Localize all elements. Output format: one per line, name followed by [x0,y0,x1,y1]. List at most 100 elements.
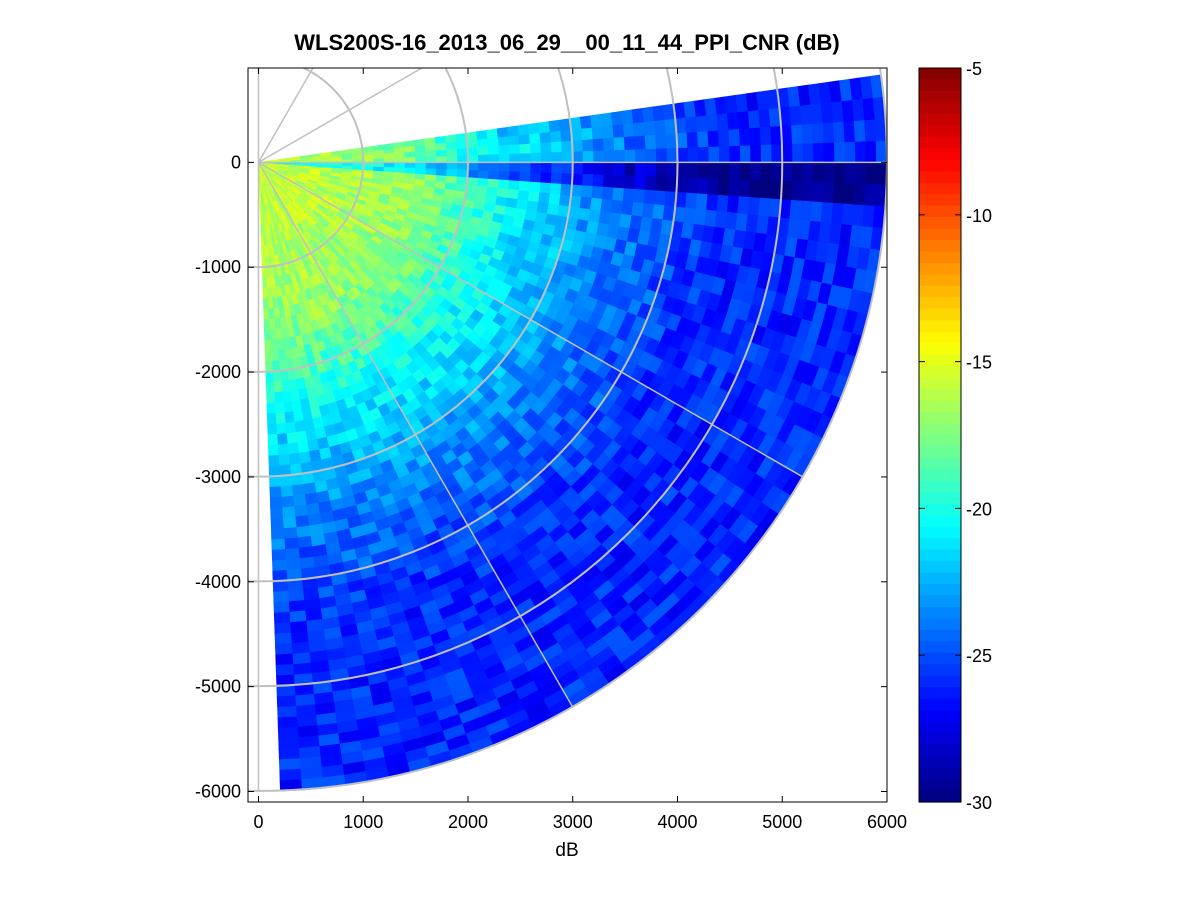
data-cell [844,162,856,184]
data-cell [519,152,532,163]
data-cell [686,131,699,148]
data-cell [276,685,297,698]
data-cell [270,507,284,520]
data-cell [496,126,509,138]
data-cell [823,162,835,183]
colorbar-band [919,526,961,539]
data-cell [393,166,406,173]
colorbar-band [919,400,961,413]
data-cell [425,167,437,176]
data-cell [263,329,272,341]
data-cell [572,150,584,163]
data-cell [683,206,697,225]
colorbar-band [919,561,961,574]
data-cell [277,705,298,719]
polar-grid [248,68,887,792]
data-cell [717,178,730,196]
data-cell [572,162,584,175]
colorbar-band [919,779,961,792]
data-cell [352,165,364,171]
data-cell [507,188,520,200]
data-cell [716,194,730,213]
data-cell [644,134,657,150]
x-tick-label: 3000 [553,812,593,832]
colorbar-band [919,297,961,310]
data-cell [581,184,594,198]
data-cell [269,475,282,488]
data-cell [833,162,846,184]
data-cell [477,153,490,163]
data-cell [283,527,299,540]
data-cell [747,196,761,216]
data-cell [831,100,845,123]
x-tick-label: 4000 [657,812,697,832]
data-cell [687,162,699,179]
data-cell [716,112,730,131]
x-axis: 0 1000 2000 3000 4000 5000 6000 [253,68,907,832]
data-cell [498,153,511,163]
data-cell [291,641,311,655]
data-cell [875,140,887,163]
data-cell [739,144,752,163]
data-cell [582,162,595,175]
data-cell [507,125,520,137]
colorbar-band [919,240,961,253]
data-cell [760,162,773,181]
data-cell [550,172,563,184]
data-cell [527,190,541,203]
data-cell [758,108,771,128]
data-cell [561,162,574,174]
data-cell [291,631,310,644]
data-cell [801,181,814,202]
data-cell [415,156,427,163]
data-cell [435,174,447,183]
data-cell [435,168,448,176]
data-cell [445,175,458,184]
data-cells [258,74,887,792]
data-cell [288,452,302,466]
colorbar-band [919,652,961,665]
data-cell [540,151,553,163]
colorbar-band [919,469,961,482]
data-cell [498,144,511,155]
data-cell [414,172,427,181]
data-cell [771,143,783,163]
data-cell [676,176,689,193]
data-cell [279,768,302,782]
data-cell [747,109,761,129]
data-cell [613,174,626,189]
data-cell [351,147,364,153]
data-cell [456,168,469,178]
data-cell [526,199,539,212]
data-cell [603,162,615,176]
data-cell [294,504,309,518]
data-cell [528,181,541,193]
colorbar-tick-label: -15 [966,353,992,373]
colorbar-band [919,125,961,138]
data-cell [854,140,867,163]
data-cell [728,128,741,147]
data-cell [475,185,489,195]
data-cell [265,371,275,383]
data-cell [488,170,500,180]
data-cell [612,123,625,138]
data-cell [486,186,499,197]
data-cell [530,162,542,173]
data-cell [811,122,825,144]
data-cell [456,140,468,149]
data-cell [272,370,282,383]
data-cell [467,146,479,156]
data-cell [811,181,825,203]
data-cell [739,162,752,180]
data-cell [843,120,856,143]
data-cell [624,148,636,163]
data-cell [718,145,731,163]
data-cell [403,140,416,148]
data-cell [457,162,469,171]
data-cell [697,146,710,163]
data-cell [274,643,294,656]
data-cell [591,125,604,140]
data-cell [274,401,286,414]
data-cell [287,579,304,592]
data-cell [641,202,655,219]
